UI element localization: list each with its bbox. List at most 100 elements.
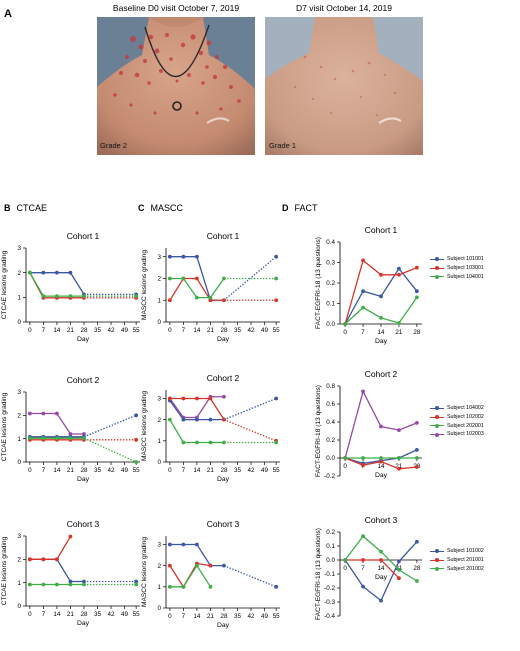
x-tick-label: 0 [343,463,347,470]
series-projection-blue [223,565,277,588]
data-point-green [134,582,139,587]
y-tick-label: 1 [17,580,21,587]
data-point-blue [134,413,139,418]
data-point-red [361,463,365,468]
panel-letter-a: A [4,8,12,20]
data-point-red [167,298,172,303]
x-tick-label: 35 [94,467,102,474]
data-point-green [361,305,365,310]
data-point-green [274,440,279,445]
data-point-green [27,436,32,441]
chart-title: Cohort 1 [365,225,398,235]
section-ctcae-title: B CTCAE [4,203,48,213]
data-point-blue [379,294,383,299]
y-axis-label: CTCAE lesions grading [1,536,8,605]
data-point-green [222,440,226,445]
data-point-green [82,582,86,587]
data-point-blue [361,584,365,589]
data-point-green [397,456,401,460]
data-point-green [195,440,199,445]
chart-title: Cohort 1 [67,231,100,241]
x-axis-label: Day [77,620,90,627]
data-point-red [195,276,199,281]
data-point-green [27,270,32,275]
y-tick-label: 0.4 [326,419,335,426]
y-tick-label: 3 [157,254,161,261]
x-tick-label: 42 [248,613,256,620]
x-tick-label: 0 [28,327,32,334]
data-point-green [167,417,172,422]
data-point-blue [414,448,419,452]
x-tick-label: 42 [108,611,116,618]
y-axis-label: MASCC lesions grading [141,537,148,607]
data-point-blue [181,417,186,422]
data-point-green [208,584,213,589]
data-point-green [55,582,59,587]
x-tick-label: 7 [182,613,186,620]
x-axis-label: Day [217,336,230,343]
legend-label: Subject 104002 [447,405,484,411]
x-axis-label: Day [375,574,388,581]
y-axis-label: CTCAE lesions grading [1,392,8,461]
data-point-blue [274,584,279,589]
legend-label: Subject 201002 [447,565,484,572]
y-tick-label: -0.4 [324,613,335,620]
data-point-green [41,436,46,441]
data-point-red [361,558,365,562]
x-tick-label: 28 [80,467,88,474]
data-point-blue [195,254,199,259]
legend-swatch [430,256,444,262]
y-tick-label: 1 [157,438,161,445]
x-tick-label: 14 [53,467,61,474]
data-point-purple [41,411,46,416]
y-tick-label: 0.1 [326,543,335,550]
y-tick-label: 3 [157,396,161,403]
y-tick-label: 0.3 [326,260,335,267]
data-point-blue [397,559,401,564]
legend-swatch [430,548,444,554]
x-tick-label: 0 [28,611,32,618]
data-point-green [82,294,86,298]
legend-item: Subject 102003 [430,430,484,439]
data-point-green [27,582,32,587]
series-projection-red [223,419,277,442]
right-photo-grade: Grade 1 [269,141,297,150]
baseline-skin-photo [97,17,255,155]
legend-label: Subject 102003 [447,431,484,438]
y-tick-label: 0.0 [326,455,335,462]
data-point-red [181,396,186,401]
right-photo-caption: D7 visit October 14, 2019 [296,3,392,13]
data-point-green [181,276,186,281]
x-tick-label: 55 [133,467,141,474]
x-axis-label: Day [77,476,90,483]
data-point-green [222,276,226,281]
x-tick-label: 14 [193,613,201,620]
data-point-red [167,396,172,401]
d7-skin-photo [265,17,423,155]
data-point-blue [82,579,86,584]
y-axis-label: FACT-EGFRI-18 (13 questions) [315,528,322,620]
chart-title: Cohort 3 [207,519,240,529]
data-point-red [195,396,199,401]
x-tick-label: 14 [53,611,61,618]
chart-title: Cohort 2 [207,373,240,383]
data-point-red [397,272,401,277]
data-point-green [68,582,73,587]
chart-title: Cohort 3 [67,519,100,529]
legend-item: Subject 103001 [430,264,484,273]
x-tick-label: 14 [193,327,201,334]
series-projection-blue [83,414,137,438]
x-tick-label: 49 [121,467,129,474]
series-line-red [345,559,400,579]
data-point-blue [222,563,226,568]
data-point-green [208,295,213,300]
data-point-blue [181,542,186,547]
data-point-purple [379,424,383,429]
legend-cohort-3: Subject 101002 Subject 201001 Subject 2010… [430,547,484,573]
data-point-green [343,322,348,326]
data-point-red [414,465,419,469]
x-tick-label: 42 [248,467,256,474]
section-fact-title: D FACT [282,203,318,213]
y-axis-label: MASCC lesions grading [141,391,148,461]
